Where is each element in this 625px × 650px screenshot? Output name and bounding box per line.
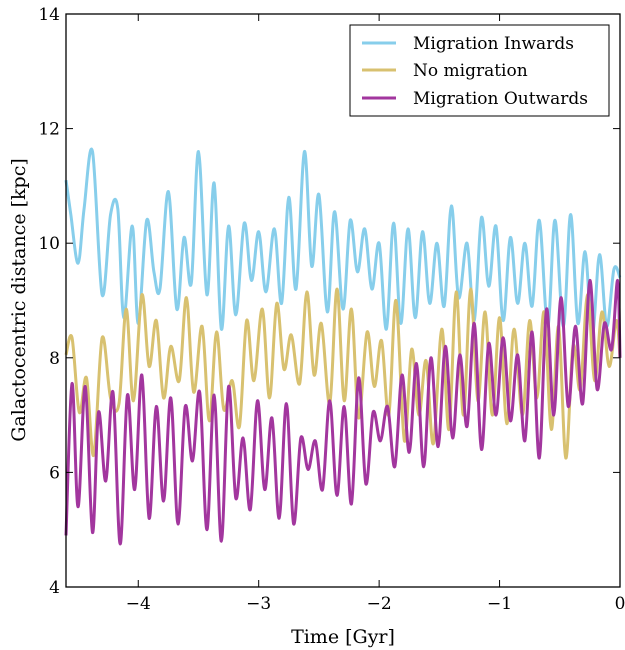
x-tick-label: −2 (367, 594, 392, 614)
legend-label-migration-inwards: Migration Inwards (413, 34, 574, 54)
legend-label-migration-outwards: Migration Outwards (413, 89, 588, 109)
y-tick-label: 10 (38, 234, 60, 254)
plot-frame (65, 13, 621, 588)
series-line-migration-inwards (64, 147, 622, 337)
y-tick-label: 14 (38, 5, 60, 25)
series-layer (64, 147, 622, 546)
series-line-migration-outwards (64, 278, 622, 546)
x-tick-label: 0 (615, 594, 625, 614)
y-tick-label: 12 (38, 120, 60, 140)
y-tick-label: 8 (49, 349, 60, 369)
y-tick-label: 6 (49, 463, 60, 483)
y-tick-label: 4 (49, 578, 60, 598)
y-axis-label: Galactocentric distance [kpc] (8, 158, 30, 441)
legend: Migration Inwards No migration Migration… (349, 24, 610, 117)
x-tick-label: −4 (126, 594, 151, 614)
tick-layer: −4 −3 −2 −1 0 4 6 8 10 12 14 (38, 5, 625, 614)
legend-label-no-migration: No migration (413, 61, 528, 81)
x-tick-label: −1 (487, 594, 512, 614)
x-tick-label: −3 (246, 594, 271, 614)
x-axis-label: Time [Gyr] (291, 626, 395, 648)
